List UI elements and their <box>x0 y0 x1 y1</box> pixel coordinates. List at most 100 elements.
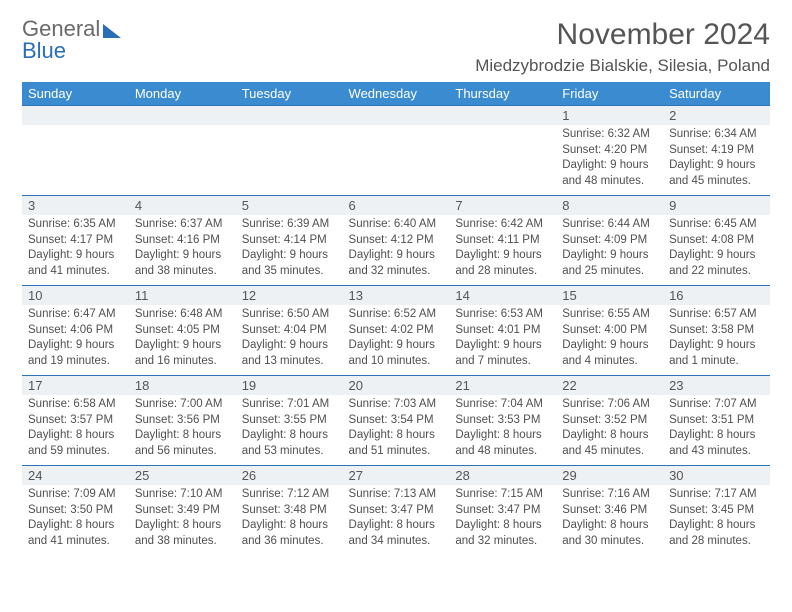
daylight-line: Daylight: 9 hours and 35 minutes. <box>242 248 337 279</box>
calendar-table: SundayMondayTuesdayWednesdayThursdayFrid… <box>22 82 770 555</box>
sunset-line: Sunset: 3:53 PM <box>455 413 550 429</box>
day-number: 5 <box>236 196 343 216</box>
day-cell: Sunrise: 7:01 AMSunset: 3:55 PMDaylight:… <box>236 395 343 466</box>
sunset-line: Sunset: 3:56 PM <box>135 413 230 429</box>
calendar-header-row: SundayMondayTuesdayWednesdayThursdayFrid… <box>22 82 770 106</box>
daylight-line: Daylight: 8 hours and 51 minutes. <box>349 428 444 459</box>
day-number: 16 <box>663 286 770 306</box>
day-cell: Sunrise: 7:10 AMSunset: 3:49 PMDaylight:… <box>129 485 236 555</box>
sunset-line: Sunset: 4:04 PM <box>242 323 337 339</box>
sunset-line: Sunset: 3:45 PM <box>669 503 764 519</box>
sunrise-line: Sunrise: 6:34 AM <box>669 127 764 143</box>
sunset-line: Sunset: 4:02 PM <box>349 323 444 339</box>
sunrise-line: Sunrise: 7:09 AM <box>28 487 123 503</box>
sunrise-line: Sunrise: 6:40 AM <box>349 217 444 233</box>
day-number-row: 10111213141516 <box>22 286 770 306</box>
sunset-line: Sunset: 4:14 PM <box>242 233 337 249</box>
day-cell: Sunrise: 7:13 AMSunset: 3:47 PMDaylight:… <box>343 485 450 555</box>
day-cell: Sunrise: 7:07 AMSunset: 3:51 PMDaylight:… <box>663 395 770 466</box>
daylight-line: Daylight: 8 hours and 48 minutes. <box>455 428 550 459</box>
daylight-line: Daylight: 9 hours and 7 minutes. <box>455 338 550 369</box>
sunset-line: Sunset: 4:16 PM <box>135 233 230 249</box>
sunrise-line: Sunrise: 6:52 AM <box>349 307 444 323</box>
sunrise-line: Sunrise: 7:07 AM <box>669 397 764 413</box>
page-header: General Blue November 2024 Miedzybrodzie… <box>22 18 770 76</box>
day-cell: Sunrise: 6:40 AMSunset: 4:12 PMDaylight:… <box>343 215 450 286</box>
day-cell: Sunrise: 6:45 AMSunset: 4:08 PMDaylight:… <box>663 215 770 286</box>
day-cell: Sunrise: 6:50 AMSunset: 4:04 PMDaylight:… <box>236 305 343 376</box>
day-cell: Sunrise: 7:12 AMSunset: 3:48 PMDaylight:… <box>236 485 343 555</box>
daylight-line: Daylight: 9 hours and 32 minutes. <box>349 248 444 279</box>
sunset-line: Sunset: 3:47 PM <box>349 503 444 519</box>
day-cell: Sunrise: 6:58 AMSunset: 3:57 PMDaylight:… <box>22 395 129 466</box>
day-number: 12 <box>236 286 343 306</box>
daylight-line: Daylight: 9 hours and 41 minutes. <box>28 248 123 279</box>
sunrise-line: Sunrise: 6:39 AM <box>242 217 337 233</box>
daylight-line: Daylight: 8 hours and 43 minutes. <box>669 428 764 459</box>
day-cell: Sunrise: 6:52 AMSunset: 4:02 PMDaylight:… <box>343 305 450 376</box>
daylight-line: Daylight: 9 hours and 10 minutes. <box>349 338 444 369</box>
sunrise-line: Sunrise: 6:32 AM <box>562 127 657 143</box>
sunset-line: Sunset: 4:06 PM <box>28 323 123 339</box>
sunrise-line: Sunrise: 6:55 AM <box>562 307 657 323</box>
day-cell: Sunrise: 7:04 AMSunset: 3:53 PMDaylight:… <box>449 395 556 466</box>
sunset-line: Sunset: 4:00 PM <box>562 323 657 339</box>
day-number: 11 <box>129 286 236 306</box>
daylight-line: Daylight: 9 hours and 28 minutes. <box>455 248 550 279</box>
logo-text-1: General <box>22 18 100 40</box>
sunrise-line: Sunrise: 6:35 AM <box>28 217 123 233</box>
day-number-row: 24252627282930 <box>22 466 770 486</box>
day-cell <box>449 125 556 196</box>
day-header: Friday <box>556 82 663 106</box>
sunset-line: Sunset: 4:12 PM <box>349 233 444 249</box>
sunset-line: Sunset: 3:48 PM <box>242 503 337 519</box>
daylight-line: Daylight: 9 hours and 13 minutes. <box>242 338 337 369</box>
day-header: Sunday <box>22 82 129 106</box>
day-number: 30 <box>663 466 770 486</box>
day-number: 21 <box>449 376 556 396</box>
daylight-line: Daylight: 8 hours and 41 minutes. <box>28 518 123 549</box>
logo-triangle-icon <box>103 24 121 38</box>
daylight-line: Daylight: 9 hours and 16 minutes. <box>135 338 230 369</box>
sunrise-line: Sunrise: 6:48 AM <box>135 307 230 323</box>
day-header: Thursday <box>449 82 556 106</box>
day-number: 9 <box>663 196 770 216</box>
day-cell: Sunrise: 7:09 AMSunset: 3:50 PMDaylight:… <box>22 485 129 555</box>
day-cell: Sunrise: 7:15 AMSunset: 3:47 PMDaylight:… <box>449 485 556 555</box>
sunrise-line: Sunrise: 6:37 AM <box>135 217 230 233</box>
day-cell: Sunrise: 6:39 AMSunset: 4:14 PMDaylight:… <box>236 215 343 286</box>
daylight-line: Daylight: 8 hours and 32 minutes. <box>455 518 550 549</box>
sunrise-line: Sunrise: 6:50 AM <box>242 307 337 323</box>
sunset-line: Sunset: 3:50 PM <box>28 503 123 519</box>
day-number: 18 <box>129 376 236 396</box>
daylight-line: Daylight: 9 hours and 19 minutes. <box>28 338 123 369</box>
sunset-line: Sunset: 4:09 PM <box>562 233 657 249</box>
daylight-line: Daylight: 9 hours and 25 minutes. <box>562 248 657 279</box>
daylight-line: Daylight: 8 hours and 28 minutes. <box>669 518 764 549</box>
day-number: 29 <box>556 466 663 486</box>
day-number: 27 <box>343 466 450 486</box>
sunrise-line: Sunrise: 7:01 AM <box>242 397 337 413</box>
sunset-line: Sunset: 3:58 PM <box>669 323 764 339</box>
day-number <box>22 106 129 126</box>
day-number: 8 <box>556 196 663 216</box>
day-cell: Sunrise: 6:47 AMSunset: 4:06 PMDaylight:… <box>22 305 129 376</box>
sunrise-line: Sunrise: 7:13 AM <box>349 487 444 503</box>
day-number: 22 <box>556 376 663 396</box>
sunrise-line: Sunrise: 6:58 AM <box>28 397 123 413</box>
day-number: 6 <box>343 196 450 216</box>
daylight-line: Daylight: 8 hours and 53 minutes. <box>242 428 337 459</box>
sunset-line: Sunset: 3:57 PM <box>28 413 123 429</box>
title-block: November 2024 Miedzybrodzie Bialskie, Si… <box>475 18 770 76</box>
day-number <box>449 106 556 126</box>
day-number: 17 <box>22 376 129 396</box>
daylight-line: Daylight: 9 hours and 48 minutes. <box>562 158 657 189</box>
daylight-line: Daylight: 8 hours and 36 minutes. <box>242 518 337 549</box>
sunrise-line: Sunrise: 6:57 AM <box>669 307 764 323</box>
daylight-line: Daylight: 8 hours and 38 minutes. <box>135 518 230 549</box>
day-cell: Sunrise: 6:42 AMSunset: 4:11 PMDaylight:… <box>449 215 556 286</box>
sunrise-line: Sunrise: 7:04 AM <box>455 397 550 413</box>
day-number-row: 17181920212223 <box>22 376 770 396</box>
sunset-line: Sunset: 4:11 PM <box>455 233 550 249</box>
daylight-line: Daylight: 8 hours and 59 minutes. <box>28 428 123 459</box>
